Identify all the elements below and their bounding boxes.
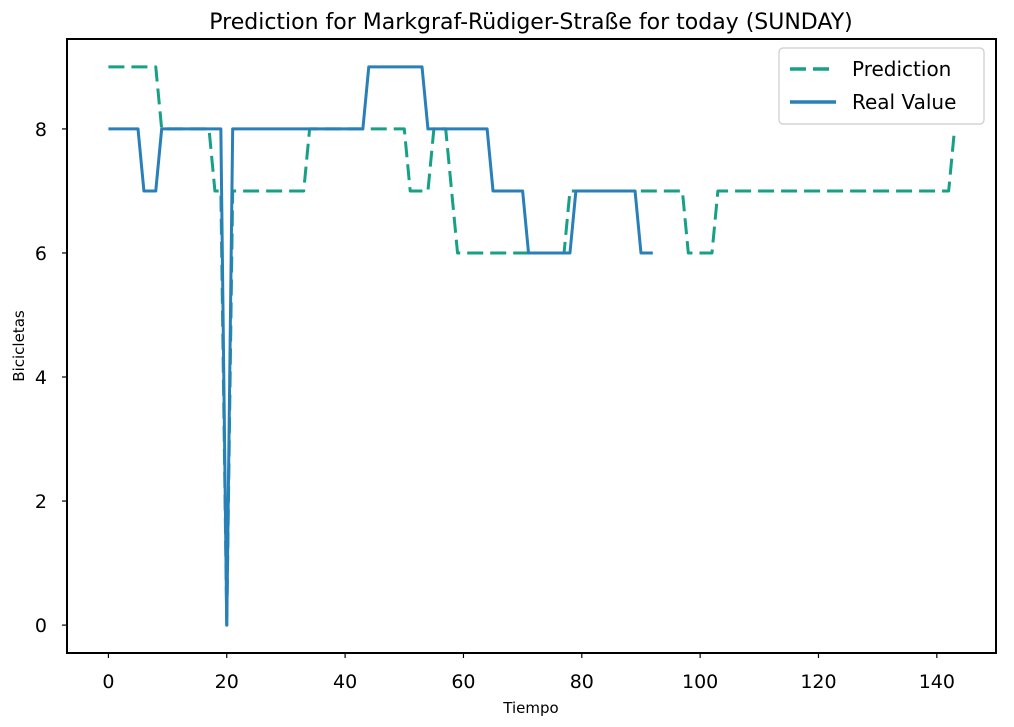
- y-tick-label: 8: [35, 119, 47, 141]
- legend: Prediction Real Value: [778, 47, 985, 125]
- series-line-real-value: [108, 65, 653, 627]
- x-tick-label: 100: [682, 671, 718, 693]
- x-tick-label: 80: [570, 671, 594, 693]
- axis-ticks: 0 20 40 60 80 100 120 140 0 2 4 6 8: [35, 119, 955, 693]
- legend-box: [778, 47, 985, 125]
- y-tick-label: 4: [35, 367, 47, 389]
- x-tick-label: 120: [800, 671, 836, 693]
- plot-area: [66, 38, 997, 654]
- chart-title: Prediction for Markgraf-Rüdiger-Straße f…: [209, 10, 852, 35]
- y-tick-label: 0: [35, 615, 47, 637]
- x-axis-label: Tiempo: [502, 699, 558, 717]
- y-axis-label: Bicicletas: [10, 310, 28, 382]
- x-tick-label: 140: [919, 671, 955, 693]
- y-tick-label: 6: [35, 243, 47, 265]
- x-tick-label: 40: [333, 671, 357, 693]
- legend-label-real-value: Real Value: [852, 90, 956, 114]
- x-tick-label: 20: [215, 671, 239, 693]
- legend-label-prediction: Prediction: [852, 57, 951, 81]
- x-tick-label: 0: [102, 671, 114, 693]
- x-tick-label: 60: [451, 671, 475, 693]
- y-tick-label: 2: [35, 491, 47, 513]
- series-lines: [108, 65, 957, 627]
- series-line-prediction: [108, 65, 957, 627]
